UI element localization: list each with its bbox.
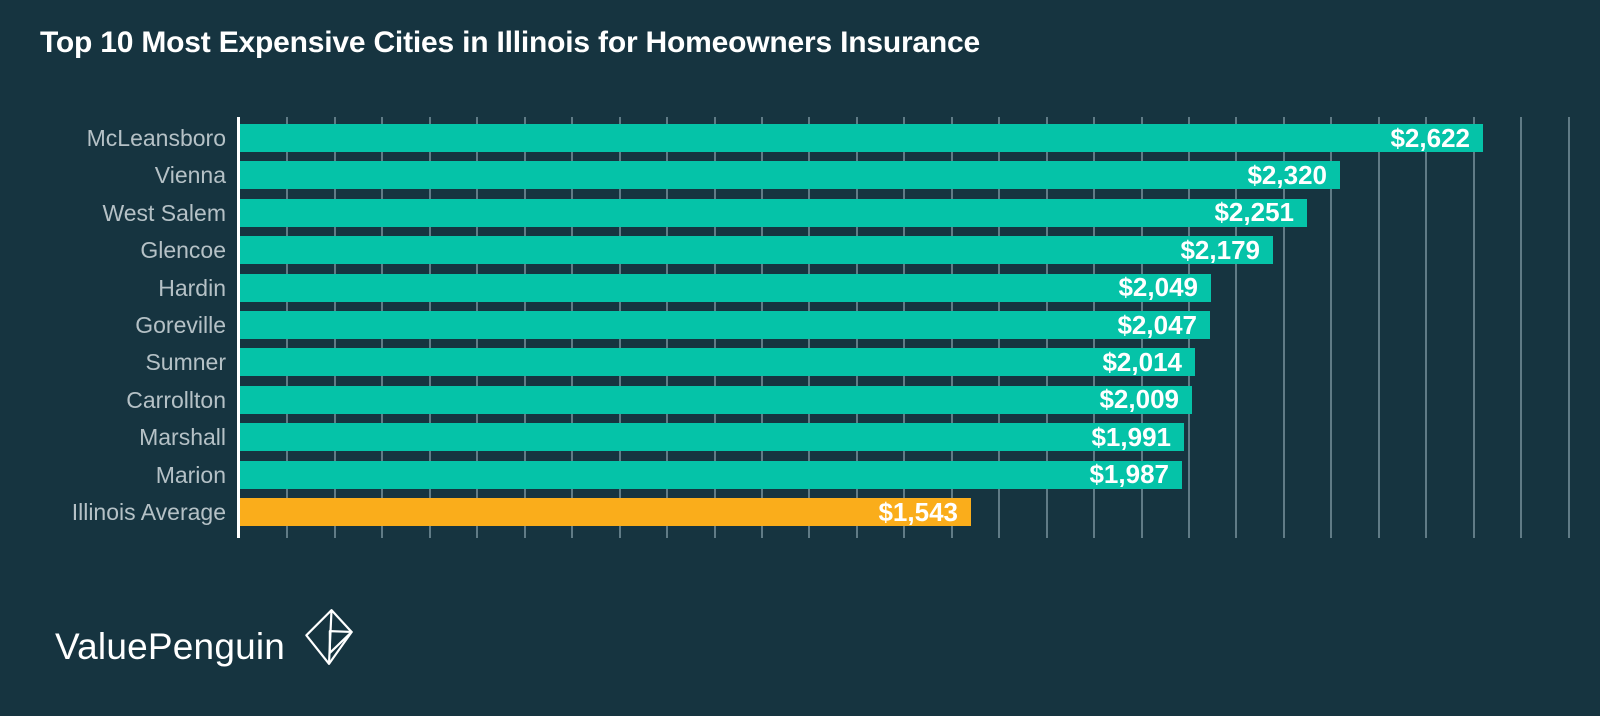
- bar-vienna: $2,320: [239, 159, 1340, 190]
- gridline: [1235, 117, 1237, 538]
- chart-title: Top 10 Most Expensive Cities in Illinois…: [40, 26, 980, 59]
- bar-carrollton: $2,009: [239, 384, 1192, 415]
- bar-sumner: $2,014: [239, 346, 1195, 377]
- bar-glencoe: $2,179: [239, 234, 1273, 265]
- category-label-vienna: Vienna: [154, 162, 226, 189]
- bar-value-label: $1,991: [1091, 421, 1171, 452]
- category-label-marion: Marion: [155, 461, 226, 488]
- bar-value-label: $2,009: [1099, 384, 1179, 415]
- category-label-carrollton: Carrollton: [126, 386, 226, 413]
- gridline: [1425, 117, 1427, 538]
- bar-hardin: $2,049: [239, 272, 1211, 303]
- category-label-sumner: Sumner: [145, 349, 226, 376]
- category-label-mcleansboro: McLeansboro: [86, 125, 226, 151]
- bar-value-label: $2,014: [1102, 346, 1182, 377]
- bar-value-label: $2,049: [1118, 272, 1198, 303]
- brand-logo: ValuePenguin: [55, 606, 355, 668]
- bar-value-label: $2,179: [1180, 234, 1260, 265]
- bar-value-label: $2,047: [1117, 309, 1197, 340]
- gridline: [1283, 117, 1285, 538]
- bar-marshall: $1,991: [239, 421, 1184, 452]
- bar-value-label: $2,251: [1214, 197, 1294, 228]
- penguin-logo-icon: [305, 609, 353, 665]
- category-label-goreville: Goreville: [135, 312, 226, 338]
- category-label-illinois-average: Illinois Average: [71, 499, 226, 525]
- plot-area: $2,622 $2,320 $2,251 $2,179 $2,049 $2,047 $2,0…: [237, 117, 1600, 538]
- brand-logo-text: ValuePenguin: [55, 626, 286, 667]
- bar-west-salem: $2,251: [239, 197, 1307, 228]
- gridline: [1520, 117, 1522, 538]
- bar-illinois-average: $1,543: [239, 496, 971, 527]
- gridline: [1568, 117, 1570, 538]
- bar-value-label: $2,320: [1247, 159, 1327, 190]
- category-label-glencoe: Glencoe: [140, 237, 226, 264]
- gridline: [1473, 117, 1475, 538]
- bar-mcleansboro: $2,622: [239, 122, 1483, 153]
- bar-value-label: $2,622: [1390, 122, 1470, 153]
- bar-marion: $1,987: [239, 459, 1182, 490]
- y-axis-line: [237, 117, 240, 538]
- gridline: [1330, 117, 1332, 538]
- category-label-west-salem: West Salem: [102, 199, 226, 226]
- category-label-marshall: Marshall: [139, 424, 226, 451]
- gridline: [1378, 117, 1380, 538]
- category-axis-labels: McLeansboro Vienna West Salem Glencoe Hardin…: [0, 0, 226, 716]
- bar-value-label: $1,543: [878, 496, 958, 527]
- bar-value-label: $1,987: [1089, 459, 1169, 490]
- category-label-hardin: Hardin: [158, 274, 226, 301]
- bar-goreville: $2,047: [239, 309, 1210, 340]
